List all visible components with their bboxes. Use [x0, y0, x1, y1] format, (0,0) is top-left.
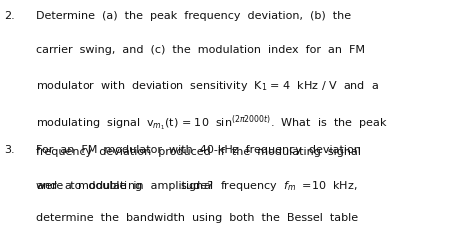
- Text: carrier  swing,  and  (c)  the  modulation  index  for  an  FM: carrier swing, and (c) the modulation in…: [36, 45, 365, 55]
- Text: 3.: 3.: [5, 145, 15, 155]
- Text: modulator  with  deviation  sensitivity  K$_1$ = 4  kHz / V  and  a: modulator with deviation sensitivity K$_…: [36, 79, 378, 93]
- Text: and  a  modulating           signal  frequency  $f_m$  =10  kHz,: and a modulating signal frequency $f_m$ …: [36, 179, 357, 193]
- Text: modulating  signal  v$_{m_1}$(t) = 10  sin$^{(2\pi 2000t)}$.  What  is  the  pea: modulating signal v$_{m_1}$(t) = 10 sin$…: [36, 113, 387, 133]
- Text: determine  the  bandwidth  using  both  the  Bessel  table: determine the bandwidth using both the B…: [36, 213, 358, 223]
- Text: For  an  FM  modulator  with  40-kHz  frequency  deviation: For an FM modulator with 40-kHz frequenc…: [36, 145, 360, 155]
- Text: Determine  (a)  the  peak  frequency  deviation,  (b)  the: Determine (a) the peak frequency deviati…: [36, 11, 351, 21]
- Text: were  to  double  in  amplitude?: were to double in amplitude?: [36, 181, 212, 191]
- Text: frequency  deviation  produced  if  the  modulating  signal: frequency deviation produced if the modu…: [36, 147, 361, 157]
- Text: 2.: 2.: [4, 11, 15, 21]
